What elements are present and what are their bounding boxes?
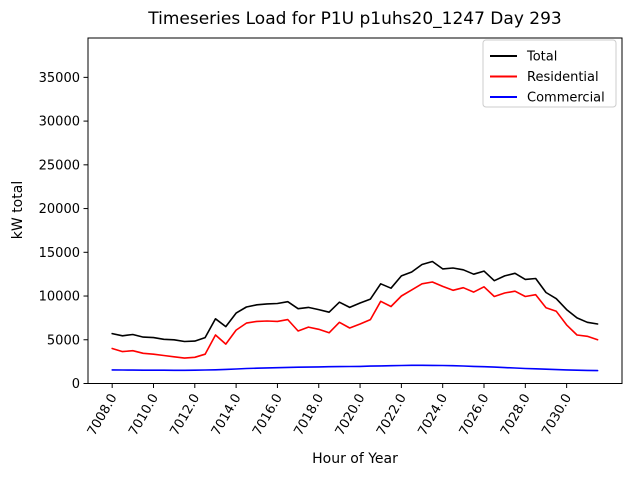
series-line-commercial [111, 364, 599, 372]
legend-label-commercial: Commercial [527, 91, 605, 106]
legend-label-total: Total [526, 50, 557, 65]
y-tick-label: 30000 [39, 115, 80, 130]
series-line-total [111, 260, 599, 343]
y-tick-label: 25000 [39, 158, 80, 173]
y-axis-title: kW total [10, 181, 26, 239]
y-tick-label: 35000 [39, 71, 80, 86]
y-tick-label: 10000 [39, 290, 80, 305]
legend-label-residential: Residential [527, 70, 599, 85]
plot-area [87, 37, 623, 384]
chart-title: Timeseries Load for P1U p1uhs20_1247 Day… [147, 9, 561, 29]
series-lines [111, 260, 599, 372]
x-axis-title: Hour of Year [312, 451, 398, 467]
y-tick-label: 5000 [47, 333, 80, 348]
y-tick-label: 15000 [39, 246, 80, 261]
axes-frame [87, 37, 623, 384]
y-tick-label: 20000 [39, 202, 80, 217]
y-axis-ticks: 0 5000 10000 15000 20000 25000 30000 35000 [39, 71, 88, 392]
series-line-residential [111, 281, 599, 359]
legend: Total Residential Commercial [482, 39, 617, 108]
y-tick-label: 0 [72, 377, 80, 392]
